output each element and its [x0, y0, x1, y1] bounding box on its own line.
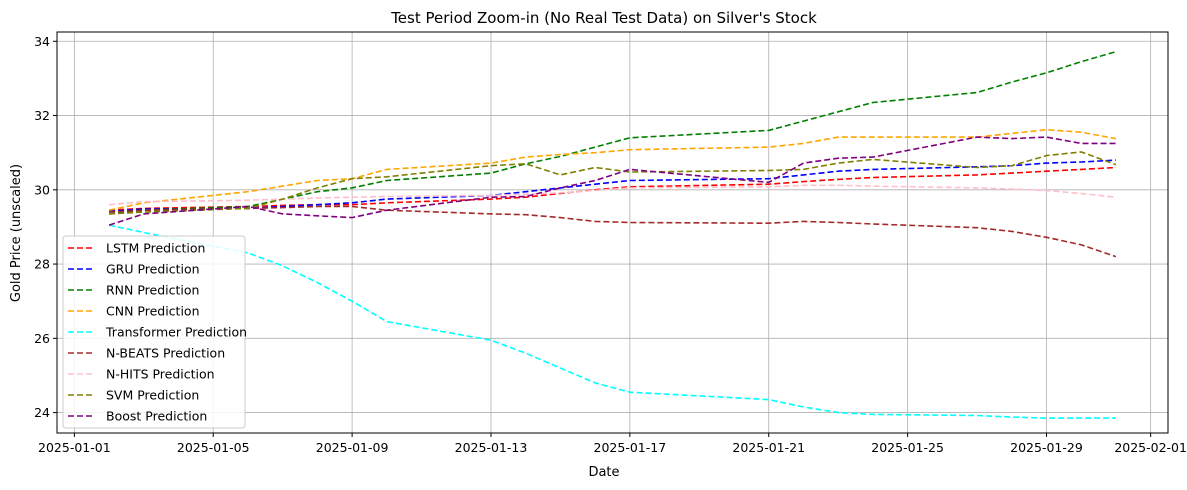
series-line-n-hits-prediction: [109, 184, 1116, 206]
x-axis-ticks: 2025-01-01 2025-01-05 2025-01-09 2025-01-13…: [38, 433, 1187, 455]
series-line-gru-prediction: [109, 159, 1116, 213]
x-tick-label: 2025-01-25: [871, 440, 944, 455]
y-tick-label: 34: [34, 34, 50, 49]
y-tick-label: 26: [34, 331, 50, 346]
legend-label: RNN Prediction: [106, 283, 199, 298]
x-tick-label: 2025-01-01: [38, 440, 111, 455]
x-axis-label: Date: [588, 465, 619, 480]
x-tick-label: 2025-01-09: [316, 440, 389, 455]
legend-label: LSTM Prediction: [106, 241, 205, 256]
y-tick-label: 24: [34, 405, 50, 420]
x-tick-label: 2025-01-17: [594, 440, 667, 455]
plot-frame: [56, 31, 1169, 434]
y-axis-label: Gold Price (unscaled): [9, 164, 24, 302]
series-lines: [108, 50, 1117, 419]
legend-label: N-HITS Prediction: [106, 367, 215, 382]
legend-label: Transformer Prediction: [105, 325, 247, 340]
y-tick-label: 28: [34, 257, 50, 272]
series-line-boost-prediction: [108, 136, 1116, 226]
y-tick-label: 30: [34, 182, 50, 197]
series-line-transformer-prediction: [108, 224, 1116, 419]
x-tick-label: 2025-01-29: [1010, 440, 1083, 455]
y-axis-ticks: 24 26 28 30 32 34: [34, 34, 57, 420]
legend-box: [62, 235, 246, 429]
series-line-svm-prediction: [109, 151, 1117, 215]
x-tick-label: 2025-01-21: [732, 440, 805, 455]
series-line-cnn-prediction: [108, 128, 1117, 211]
legend-label: Boost Prediction: [106, 409, 207, 424]
legend: LSTM Prediction GRU Prediction RNN Predict…: [62, 235, 247, 429]
legend-label: CNN Prediction: [106, 304, 200, 319]
legend-label: GRU Prediction: [106, 262, 200, 277]
legend-label: N-BEATS Prediction: [106, 346, 225, 361]
x-tick-label: 2025-01-13: [455, 440, 528, 455]
x-tick-label: 2025-02-01: [1114, 440, 1187, 455]
chart-title: Test Period Zoom-in (No Real Test Data) …: [390, 9, 817, 27]
series-line-n-beats-prediction: [109, 205, 1117, 258]
series-line-rnn-prediction: [109, 50, 1117, 215]
y-tick-label: 32: [34, 108, 50, 123]
series-line-lstm-prediction: [109, 166, 1116, 211]
x-tick-label: 2025-01-05: [177, 440, 250, 455]
legend-label: SVM Prediction: [106, 388, 199, 403]
